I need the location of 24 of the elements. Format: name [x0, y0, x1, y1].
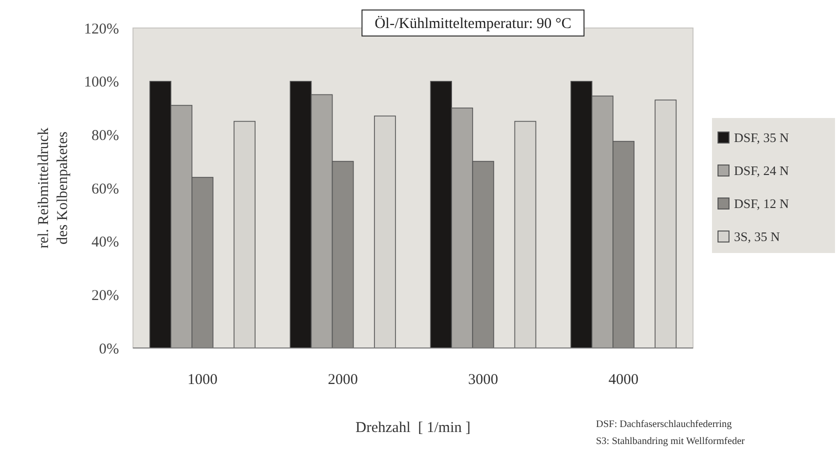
x-tick-label: 4000 — [608, 372, 639, 388]
chart-title: Öl-/Kühlmitteltemperatur: 90 °C — [374, 15, 572, 32]
bar — [514, 120, 536, 348]
bar — [374, 116, 396, 348]
y-tick-label: 60% — [92, 181, 119, 198]
x-tick-label: 1000 — [187, 372, 218, 388]
y-axis-title: rel. Reibmitteldruck des Kolbenpaketes — [36, 127, 71, 248]
text: DSF: Dachfaserschlauchfederring — [596, 419, 732, 430]
y-tick-label: 20% — [92, 288, 119, 304]
y-tick-label: 100% — [84, 74, 119, 91]
bar — [654, 100, 677, 348]
y-tick-label: 0% — [99, 341, 119, 358]
y-tick-label: 40% — [92, 234, 119, 251]
legend-label: DSF, 24 N — [734, 163, 790, 178]
x-axis-title: Drehzahl [ 1/min ] — [356, 420, 470, 436]
x-tick-label: 3000 — [468, 372, 498, 388]
legend-label: 3S, 35 N — [734, 229, 780, 244]
y-tick-label: 80% — [92, 128, 119, 144]
legend-label: DSF, 35 N — [734, 130, 790, 145]
x-tick-label: 2000 — [328, 372, 358, 388]
bar — [234, 120, 256, 348]
y-tick-label: 120% — [84, 21, 119, 38]
text: S3: Stahlbandring mit Wellformfeder — [596, 436, 746, 447]
legend-label: DSF, 12 N — [734, 196, 790, 211]
